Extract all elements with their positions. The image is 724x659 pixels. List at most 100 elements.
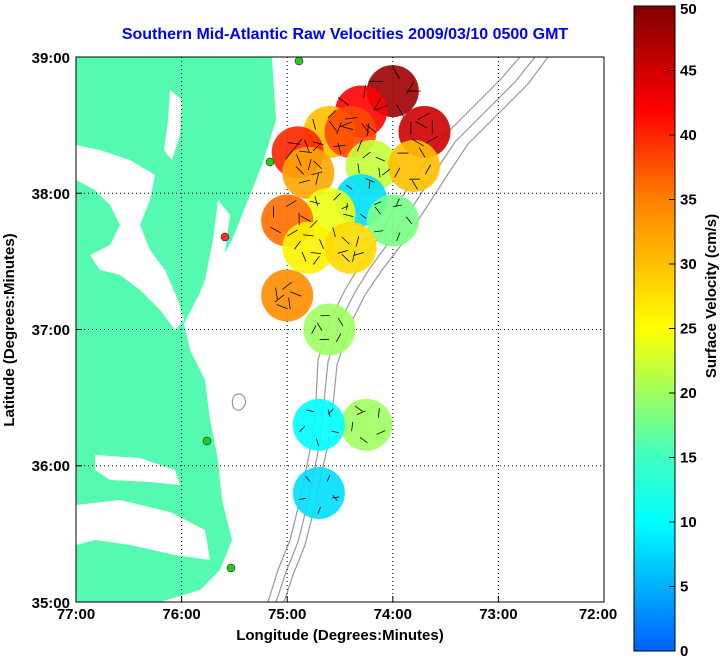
current-vector	[274, 294, 285, 303]
current-vector	[314, 196, 319, 207]
current-vector	[296, 154, 302, 167]
colorbar-tick-label: 25	[680, 321, 697, 338]
colorbar-tick-label: 40	[680, 127, 697, 144]
colorbar-label: Surface Velocity (cm/s)	[703, 214, 720, 378]
current-vector	[363, 84, 366, 98]
current-vector	[374, 206, 381, 215]
current-vector	[357, 163, 360, 174]
current-vector	[394, 167, 401, 178]
current-vector	[366, 123, 370, 137]
x-tick-label: 77:00	[57, 606, 95, 623]
current-vector	[362, 151, 371, 159]
current-vector	[319, 239, 324, 249]
current-vector	[328, 120, 337, 132]
hf-radar-stations	[202, 57, 304, 573]
current-vector	[359, 213, 367, 219]
current-vector	[301, 251, 307, 262]
axis-ticks	[76, 192, 499, 602]
x-tick-label: 73:00	[479, 606, 517, 623]
current-vector	[339, 121, 352, 128]
colorbar-tick-label: 20	[680, 385, 697, 402]
current-vector	[333, 192, 341, 201]
velocity-cell	[261, 269, 314, 322]
current-vector	[298, 497, 307, 500]
colorbar-tick-label: 5	[680, 579, 688, 596]
current-vector	[337, 142, 342, 154]
current-vector	[337, 249, 349, 254]
current-vector	[336, 122, 342, 135]
velocity-cell	[292, 398, 345, 451]
current-vector	[395, 198, 400, 207]
current-vector	[365, 178, 375, 183]
current-vector	[392, 204, 402, 207]
current-vector	[295, 166, 305, 175]
current-vector	[287, 142, 301, 145]
current-vector	[294, 240, 301, 250]
y-tick-label: 37:00	[32, 322, 70, 339]
current-vector	[311, 325, 317, 334]
current-vector	[361, 122, 370, 134]
colorbar-tick-label: 0	[680, 643, 688, 659]
station-marker	[202, 436, 212, 446]
current-vector	[343, 213, 354, 218]
chart-title: Southern Mid-Atlantic Raw Velocities 200…	[122, 26, 569, 43]
current-vector	[346, 202, 348, 211]
velocity-cell	[324, 221, 377, 274]
current-vector	[331, 496, 340, 499]
station-marker	[226, 563, 236, 573]
current-vector	[396, 232, 401, 242]
colorbar	[633, 5, 676, 652]
y-tick-label: 38:00	[32, 186, 70, 203]
current-vector	[341, 253, 350, 262]
current-vector	[305, 475, 311, 483]
current-vector	[373, 98, 382, 111]
current-vector	[353, 252, 364, 256]
current-vector	[374, 105, 388, 111]
current-vector	[327, 109, 336, 119]
velocity-cell	[387, 140, 440, 192]
current-vector	[332, 227, 336, 238]
x-tick-label: 74:00	[374, 606, 412, 623]
current-vector	[396, 104, 404, 117]
current-vector	[377, 408, 380, 418]
current-vector	[352, 251, 356, 262]
station-marker	[294, 57, 304, 66]
y-tick-label: 39:00	[32, 50, 70, 67]
current-vector	[356, 139, 363, 152]
chesapeake-bay	[76, 90, 230, 560]
current-vector	[311, 171, 323, 176]
current-vector	[307, 159, 312, 171]
current-vector	[275, 287, 278, 300]
current-vector	[374, 201, 382, 206]
current-vector	[368, 181, 371, 189]
current-vector	[309, 220, 318, 228]
current-vector	[299, 150, 312, 154]
map-plot-area	[76, 57, 604, 602]
current-vector	[298, 179, 310, 184]
current-vector	[381, 168, 391, 176]
current-vector	[354, 405, 363, 412]
colorbar-tick-label: 45	[680, 63, 697, 80]
x-tick-label: 75:00	[268, 606, 306, 623]
current-vector	[304, 139, 310, 152]
velocity-cell	[282, 221, 335, 274]
current-vector	[290, 291, 302, 297]
current-vector	[309, 200, 320, 205]
current-vector	[312, 142, 322, 152]
velocity-cell	[366, 194, 419, 247]
colorbar-tick-label: 35	[680, 192, 697, 209]
current-vector	[346, 184, 353, 190]
current-vector	[299, 425, 306, 432]
current-vector	[356, 410, 366, 415]
current-vector	[282, 281, 292, 290]
station-marker	[220, 232, 230, 242]
current-vector	[333, 144, 346, 148]
current-vector	[316, 322, 323, 331]
y-tick-label: 36:00	[32, 458, 70, 475]
velocity-field	[261, 65, 451, 519]
current-vector	[312, 119, 317, 130]
current-vector	[300, 215, 311, 222]
current-vector	[375, 156, 385, 162]
current-vector	[315, 173, 319, 185]
current-vector	[303, 234, 314, 237]
